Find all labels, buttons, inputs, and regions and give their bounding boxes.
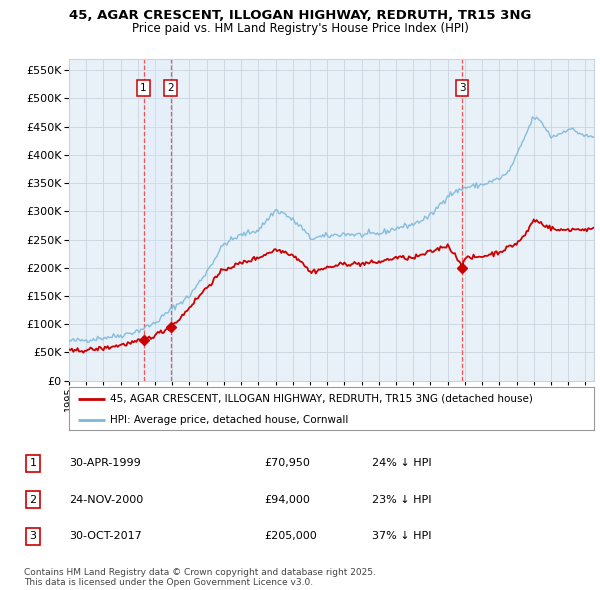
- Text: 2: 2: [167, 83, 174, 93]
- Text: 3: 3: [458, 83, 465, 93]
- Text: £94,000: £94,000: [264, 495, 310, 504]
- Text: Contains HM Land Registry data © Crown copyright and database right 2025.
This d: Contains HM Land Registry data © Crown c…: [24, 568, 376, 587]
- Text: 24% ↓ HPI: 24% ↓ HPI: [372, 458, 431, 468]
- Text: 24-NOV-2000: 24-NOV-2000: [69, 495, 143, 504]
- Text: 45, AGAR CRESCENT, ILLOGAN HIGHWAY, REDRUTH, TR15 3NG (detached house): 45, AGAR CRESCENT, ILLOGAN HIGHWAY, REDR…: [110, 394, 533, 404]
- Text: 2: 2: [29, 495, 37, 504]
- Text: 1: 1: [140, 83, 147, 93]
- Text: 45, AGAR CRESCENT, ILLOGAN HIGHWAY, REDRUTH, TR15 3NG: 45, AGAR CRESCENT, ILLOGAN HIGHWAY, REDR…: [69, 9, 531, 22]
- Text: 3: 3: [29, 532, 37, 541]
- Text: £70,950: £70,950: [264, 458, 310, 468]
- Text: HPI: Average price, detached house, Cornwall: HPI: Average price, detached house, Corn…: [110, 415, 349, 425]
- Text: 30-OCT-2017: 30-OCT-2017: [69, 532, 142, 541]
- Text: 37% ↓ HPI: 37% ↓ HPI: [372, 532, 431, 541]
- Text: 1: 1: [29, 458, 37, 468]
- Text: Price paid vs. HM Land Registry's House Price Index (HPI): Price paid vs. HM Land Registry's House …: [131, 22, 469, 35]
- Bar: [143, 59, 170, 381]
- Text: 30-APR-1999: 30-APR-1999: [69, 458, 141, 468]
- Text: £205,000: £205,000: [264, 532, 317, 541]
- Text: 23% ↓ HPI: 23% ↓ HPI: [372, 495, 431, 504]
